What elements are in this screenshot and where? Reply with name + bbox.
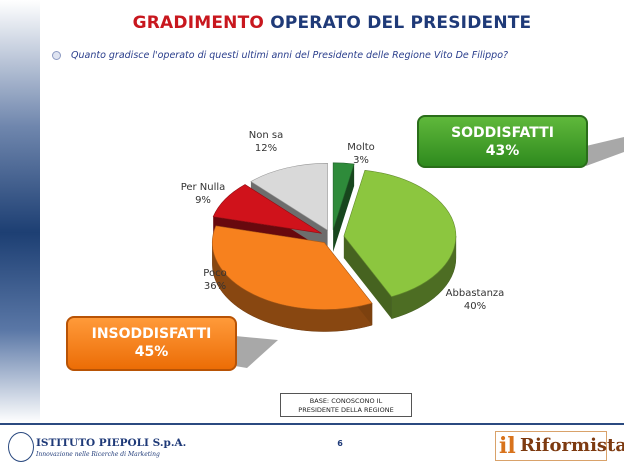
base-note-line1: BASE: CONOSCONO IL <box>309 397 383 405</box>
slice-poco <box>212 225 373 310</box>
slice-edge-molto-1 <box>333 164 355 252</box>
slice-label-abbastanza: Abbastanza 40% <box>435 287 515 313</box>
page-number: 6 <box>337 439 343 448</box>
slice-label-poco: Poco 36% <box>185 267 245 293</box>
title-rest: OPERATO DEL PRESIDENTE <box>270 13 532 33</box>
piepoli-logo: ISTITUTO PIEPOLI S.p.A. Innovazione nell… <box>6 428 186 466</box>
slice-label-molto: Molto 3% <box>331 141 391 167</box>
slice-label-molto-value: 3% <box>353 155 369 166</box>
slice-per-nulla <box>212 184 322 234</box>
slice-label-per-nulla-value: 9% <box>195 195 211 206</box>
unsatisfied-pointer <box>235 336 278 368</box>
piepoli-logo-mark-icon <box>8 432 34 462</box>
riformista-logo: il Riformista <box>495 431 624 461</box>
page-title: GRADIMENTO OPERATO DEL PRESIDENTE <box>40 13 624 33</box>
riformista-logo-name: Riformista <box>520 435 624 456</box>
slice-label-abbastanza-name: Abbastanza <box>445 288 505 299</box>
slice-label-non-sa-name: Non sa <box>248 130 284 141</box>
slice-molto <box>332 162 355 230</box>
satisfied-value: 43% <box>485 143 520 159</box>
unsatisfied-label: INSODDISFATTI <box>91 326 212 342</box>
unsatisfied-value: 45% <box>134 344 169 360</box>
bullet-icon <box>52 51 61 60</box>
slice-abbastanza <box>343 169 457 298</box>
slice-label-per-nulla-name: Per Nulla <box>180 182 226 193</box>
slice-label-per-nulla: Per Nulla 9% <box>168 181 238 207</box>
satisfied-label: SODDISFATTI <box>451 125 554 141</box>
slice-label-molto-name: Molto <box>347 142 375 153</box>
slice-label-abbastanza-value: 40% <box>463 301 487 312</box>
footer-rule <box>0 423 624 425</box>
question-text: Quanto gradisce l'operato di questi ulti… <box>71 50 509 61</box>
slice-label-poco-value: 36% <box>203 281 227 292</box>
slice-label-poco-name: Poco <box>203 268 227 279</box>
survey-question: Quanto gradisce l'operato di questi ulti… <box>52 50 620 61</box>
satisfied-pointer <box>586 137 624 166</box>
sidebar-gradient <box>0 0 40 423</box>
slice-edge-abbastanza-1 <box>343 236 392 319</box>
riformista-logo-il: il <box>499 433 516 459</box>
satisfied-callout: SODDISFATTI 43% <box>417 115 588 168</box>
base-note: BASE: CONOSCONO IL PRESIDENTE DELLA REGI… <box>280 393 412 417</box>
piepoli-logo-tagline: Innovazione nelle Ricerche di Marketing <box>36 451 160 458</box>
unsatisfied-callout: INSODDISFATTI 45% <box>66 316 237 371</box>
slice-non-sa <box>250 163 328 231</box>
slice-label-non-sa-value: 12% <box>254 143 278 154</box>
base-note-line2: PRESIDENTE DELLA REGIONE <box>298 406 394 414</box>
piepoli-logo-name: ISTITUTO PIEPOLI S.p.A. <box>36 437 187 449</box>
slice-label-non-sa: Non sa 12% <box>236 129 296 155</box>
title-highlight: GRADIMENTO <box>132 13 265 33</box>
